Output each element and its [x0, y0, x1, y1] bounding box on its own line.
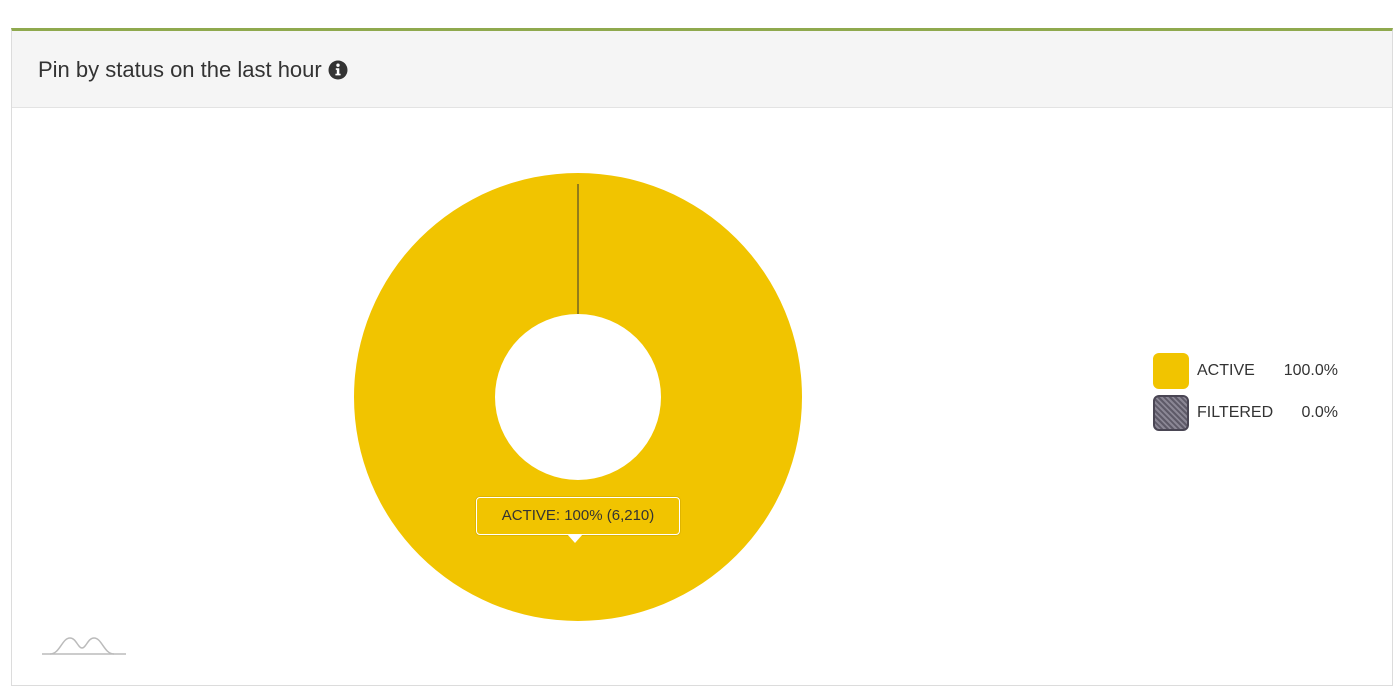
- panel-title: Pin by status on the last hour: [38, 57, 348, 83]
- tooltip-arrow: [567, 534, 583, 543]
- legend-item-filtered[interactable]: FILTERED 0.0%: [1153, 395, 1353, 437]
- legend-label-active: ACTIVE: [1197, 362, 1255, 379]
- legend-label-filtered: FILTERED: [1197, 404, 1274, 421]
- info-circle-icon[interactable]: [328, 60, 348, 80]
- sparkline-logo-icon: [42, 637, 126, 655]
- legend-value-filtered: 0.0%: [1301, 404, 1338, 421]
- chart-tooltip: ACTIVE: 100% (6,210): [476, 497, 680, 535]
- donut-slices: [354, 173, 802, 621]
- panel-title-text: Pin by status on the last hour: [38, 57, 322, 82]
- slice-active[interactable]: [354, 173, 802, 621]
- legend-swatch-filtered: [1153, 395, 1189, 431]
- legend-value-active: 100.0%: [1283, 362, 1338, 379]
- legend-item-active[interactable]: ACTIVE 100.0%: [1153, 353, 1353, 395]
- chart-legend: ACTIVE 100.0% FILTERED 0.0%: [1153, 353, 1353, 437]
- legend-swatch-active: [1153, 353, 1189, 389]
- panel-header: Pin by status on the last hour: [12, 31, 1392, 108]
